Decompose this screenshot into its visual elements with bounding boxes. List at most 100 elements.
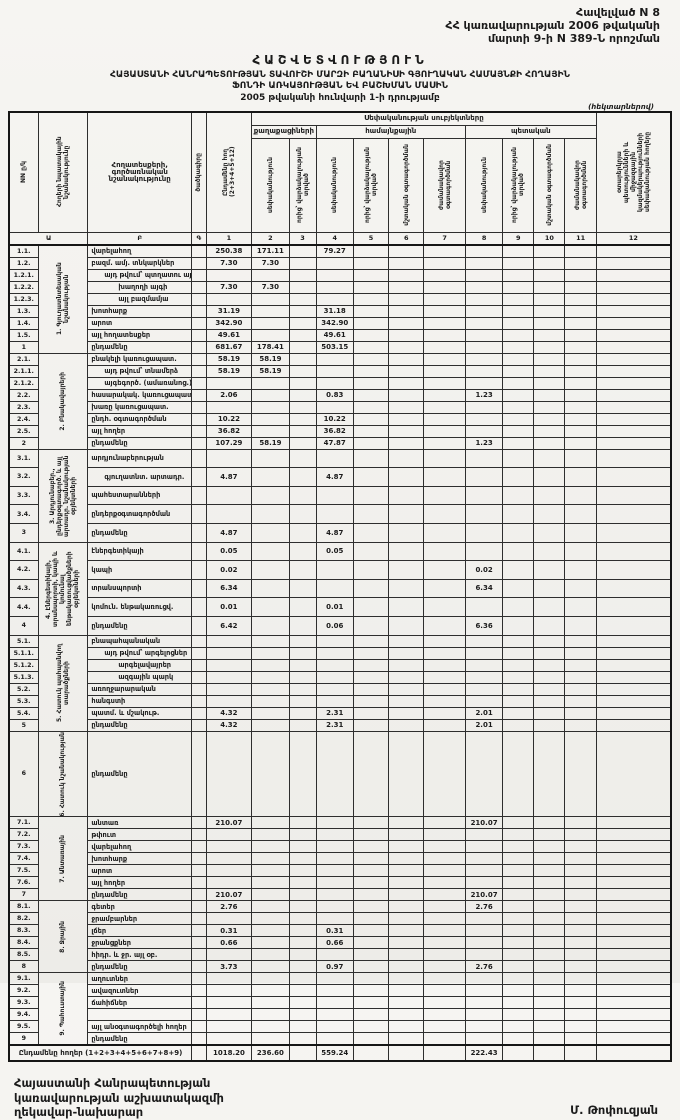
section-label-text-4: 4. Էներգետիկայի, տրանսպորտի, կապի և կոմո…: [45, 550, 81, 627]
value-col-8: [464, 376, 504, 390]
value-col-7: [423, 504, 466, 524]
table-row-2.1.1: 2.1.1. այդ թվում՝ տնամերձ 58.19 58.19: [8, 364, 672, 378]
value-col-4: [315, 1008, 354, 1022]
value-col-1: [205, 1008, 253, 1022]
value-col-4: [315, 448, 354, 469]
table-row-8.1: 8.1. 8. Ջրային գետեր 2.76 2.76: [8, 900, 672, 974]
value-col-8: [464, 424, 504, 438]
value-col-4: [315, 292, 354, 306]
value-col-8: [464, 504, 504, 524]
value-col-1: 0.01: [205, 597, 253, 617]
row-label: ընդամենը: [87, 718, 193, 732]
value-col-3: [288, 960, 317, 974]
col-header-total-wrap: Ընդամենը հող (2+3+4+5+12): [208, 126, 251, 218]
code-cell: [191, 682, 207, 696]
row-number: 8.4.: [8, 936, 39, 950]
value-col-12: [595, 364, 672, 378]
value-col-10: [533, 364, 566, 378]
value-col-8: [464, 1020, 504, 1034]
value-col-3: [288, 388, 317, 402]
value-col-8: 6.34: [464, 578, 504, 599]
value-col-12: [595, 682, 672, 696]
code-cell: [191, 718, 207, 732]
value-col-10: [533, 864, 566, 878]
section-label-wrap-5: 5. Հատուկ պահպանվող տարածքների: [40, 636, 87, 730]
value-col-4: [315, 900, 354, 914]
value-col-6: [388, 694, 425, 708]
value-col-2: [251, 388, 290, 402]
column-letter-2: 2: [251, 231, 290, 246]
column-letter-Ա: Ա: [8, 231, 89, 246]
value-col-11: [564, 936, 597, 950]
value-col-11: [564, 578, 597, 599]
section-label-wrap-9: 9. Պահուստային: [40, 974, 87, 1045]
value-col-3: [288, 541, 317, 562]
value-col-7: [423, 984, 466, 998]
value-col-6: [388, 316, 425, 330]
table-row-4: 4 ընդամենը 6.42 0.06 6.36: [8, 615, 672, 636]
value-col-6: [388, 522, 425, 543]
value-col-1: [205, 730, 253, 818]
row-number: 1.2.: [8, 256, 39, 270]
value-col-5: [352, 448, 390, 469]
value-col-4: 0.06: [315, 615, 354, 636]
section-label-text-8: 8. Ջրային: [59, 920, 67, 953]
row-label: այդ թվում՝ պտղատու այգի: [87, 268, 193, 282]
value-col-6: [388, 706, 425, 720]
row-number: 6: [8, 730, 39, 818]
value-col-1: 2.06: [205, 388, 253, 402]
value-col-10: [533, 615, 566, 636]
value-col-8: [464, 328, 504, 342]
value-col-3: [288, 304, 317, 318]
value-col-6: [388, 424, 425, 438]
value-col-1: [205, 1020, 253, 1034]
row-label: արգելավայրեր: [87, 658, 193, 672]
value-col-3: [288, 292, 317, 306]
value-col-2: [251, 828, 290, 842]
value-col-2: 58.19: [251, 364, 290, 378]
row-label: այլ անօգտագործելի հողեր: [87, 1020, 193, 1034]
value-col-9: [502, 304, 535, 318]
col-header-6: մշտական օգտագործման: [388, 137, 425, 233]
value-col-7: [423, 960, 466, 974]
row-label: գետեր: [87, 900, 193, 914]
value-col-11: [564, 522, 597, 543]
value-col-6: [388, 504, 425, 524]
value-col-8: [464, 996, 504, 1010]
row-number: 7: [8, 888, 39, 902]
table-row-3.3: 3.3. պահեստարանների: [8, 485, 672, 506]
ownership-group-1: քաղաքացիների: [251, 124, 317, 139]
code-cell: [191, 1032, 207, 1046]
value-col-2: 178.41: [251, 340, 290, 354]
value-col-4: 342.90: [315, 316, 354, 330]
value-col-6: [388, 888, 425, 902]
value-col-4: [315, 670, 354, 684]
value-col-10: [533, 1032, 566, 1046]
value-col-7: [423, 256, 466, 270]
value-col-5: [352, 888, 390, 902]
section-label-4: 4. Էներգետիկայի, տրանսպորտի, կապի և կոմո…: [37, 541, 89, 636]
value-col-4: [315, 816, 354, 830]
value-col-6: [388, 448, 425, 469]
title-block: ՀԱՇՎԵՏՎՈՒԹՅՈՒՆ ՀԱՅԱՍՏԱՆԻ ՀԱՆՐԱՊԵՏՈՒԹՅԱՆ …: [0, 53, 680, 103]
value-col-7: [423, 924, 466, 938]
code-cell: [191, 615, 207, 636]
row-number: 1.2.2.: [8, 280, 39, 294]
value-col-8: 2.01: [464, 718, 504, 732]
value-col-1: [205, 682, 253, 696]
value-col-4: 49.61: [315, 328, 354, 342]
col-header-9: որից՝ վարձակալության տրված: [502, 137, 535, 233]
value-col-12: [595, 436, 672, 450]
value-col-12: [595, 352, 672, 366]
value-col-11: [564, 448, 597, 469]
value-col-1: 31.19: [205, 304, 253, 318]
value-col-10: [533, 388, 566, 402]
value-col-7: [423, 328, 466, 342]
row-label: ջրանցքներ: [87, 936, 193, 950]
value-col-8: [464, 1032, 504, 1046]
value-col-6: [388, 467, 425, 487]
value-col-11: [564, 828, 597, 842]
value-col-5: [352, 718, 390, 732]
code-cell: [191, 424, 207, 438]
value-col-12: [595, 522, 672, 543]
